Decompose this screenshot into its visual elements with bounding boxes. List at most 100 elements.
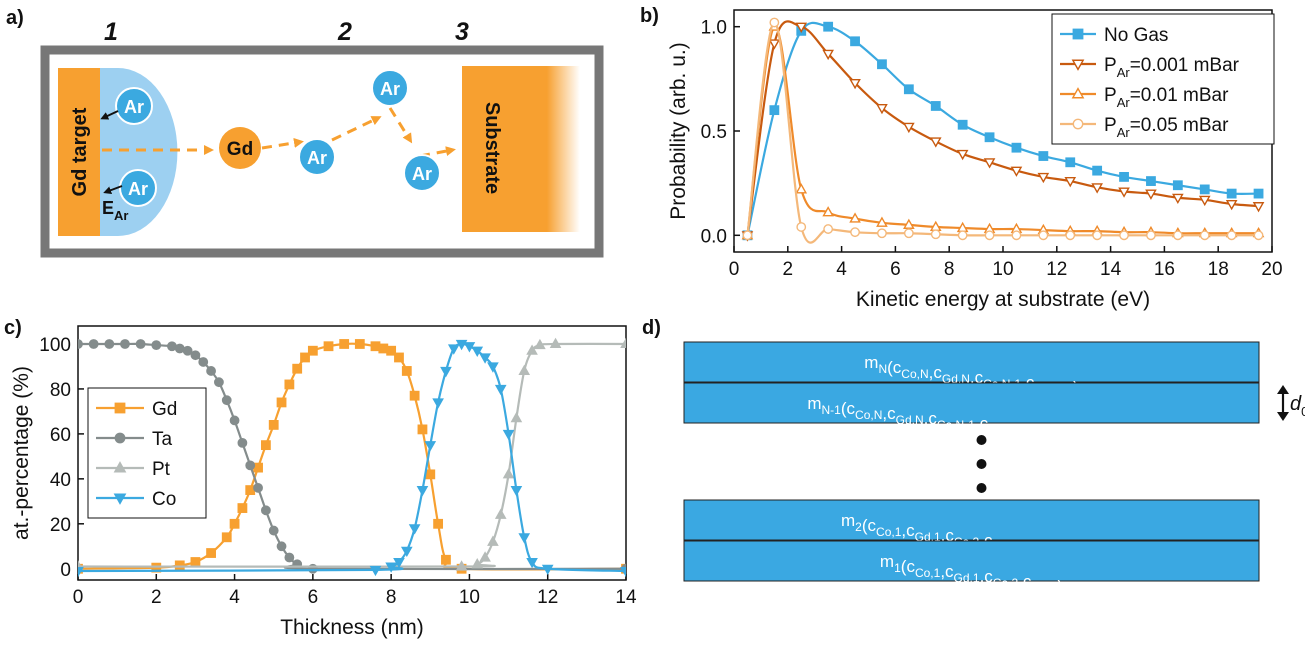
layer-label-2-base-8: c [906,521,915,540]
point-P_Ar=0.05 mBar-15 [1146,230,1156,241]
point-Gd-23 [394,352,404,363]
x-axis-label: Thickness (nm) [280,616,424,639]
legend-main-Pt: Pt [152,459,171,480]
legend-main-P_Ar=0.01 mBar: P [1104,85,1117,106]
point-Ta-19 [268,525,279,536]
ellipsis-dot-1 [976,459,987,469]
point-No Gas-7 [930,101,941,111]
legend-marker-P_Ar=0.01 mBar [1071,87,1085,99]
point-Pt-9 [526,344,538,355]
substrate [462,66,580,232]
point-No Gas-9 [984,132,995,143]
point-Gd-15 [300,352,310,363]
layer-label-1: mN-1(cCo,N,cGd,N,cCo,N-1,cGd,N-1,cCo,N-2… [807,394,1135,448]
thickness-arrow-up [1277,385,1289,394]
layer-label-1-base-4: c [847,399,856,418]
point-No Gas-16 [1172,180,1183,191]
point-Ta-8 [182,345,193,356]
point-Co-14 [479,353,491,364]
point-P_Ar=0.001 mBar-5 [876,103,888,115]
layer-label-3-sub-9: Gd,1 [954,571,980,585]
layer-label-3-sub-17: Gd,2 [1031,581,1057,595]
x-tick-label-4: 8 [386,587,397,608]
target-label: Gd target [69,107,91,196]
gd-atom [219,127,261,169]
point-Co-3 [393,557,405,569]
point-Ta-16 [245,460,256,471]
y-tick-label-0: 0 [60,560,71,581]
thickness-label: d0 [1290,393,1305,419]
point-Ta-20 [276,541,287,552]
point-Pt-1 [455,560,468,571]
layer-label-2-base-4: c [868,516,877,535]
thickness-arrow-down [1277,412,1289,421]
point-Ta-18 [260,505,271,516]
point-Gd-4 [206,548,216,558]
point-P_Ar=0.001 mBar-12 [1064,177,1077,188]
layer-label-0-base-8: c [933,363,942,382]
point-Gd-13 [284,379,295,390]
layer-label-0-base-0: m [864,353,878,372]
layer-label-3-base-16: c [1023,572,1032,591]
layer-label-1-txt-11: , [924,409,929,428]
layer-1 [683,382,1260,424]
point-Co-21 [541,564,554,576]
point-P_Ar=0.05 mBar-14 [1119,230,1129,241]
point-Gd-2 [174,560,185,571]
point-Co-8 [432,398,444,409]
point-Gd-18 [339,339,350,349]
legend-marker-P_Ar=0.001 mBar [1071,59,1085,71]
layer-label-3-txt-7: , [940,562,945,581]
point-Gd-26 [417,424,428,435]
x-tick-label-7: 14 [615,587,637,608]
legend-box [1051,13,1275,145]
thickness-main: d [1290,393,1302,415]
legend-box [87,387,207,519]
layer-label-1-sub-9: Gd,N [896,413,924,427]
point-P_Ar=0.05 mBar-18 [1226,230,1237,241]
legend-sub-P_Ar=0.001 mBar: Ar [1117,65,1131,80]
panel-c-label: c) [4,317,22,339]
layer-label-1-sub-1: N-1 [822,403,842,417]
layer-label-0-txt-7: , [929,363,934,382]
point-Gd-10 [260,440,271,451]
point-Co-6 [416,486,429,497]
legend-main-Ta: Ta [152,429,173,450]
panel-d-layer-stack: d) mN(cCo,N,cGd,N,cCo,N-1,cGd,N-1)mN-1(c… [642,317,1305,596]
step-label-1: 1 [104,18,118,46]
point-Ta-4 [135,339,146,349]
point-P_Ar=0.05 mBar-2 [796,222,807,232]
legend-main-Co: Co [152,489,176,510]
point-Gd-22 [386,345,397,356]
point-Ta-12 [214,377,224,388]
y-axis-label: Probability (arb. u.) [667,42,690,219]
point-P_Ar=0.001 mBar-4 [849,78,861,90]
x-tick-label-10: 20 [1261,259,1282,280]
legend-label-P_Ar=0.001 mBar: PAr=0.001 mBar [1104,55,1240,80]
legend-label-No Gas: No Gas [1104,25,1168,46]
point-Ta-5 [151,340,162,351]
ar-ion-1-label: Ar [124,97,144,117]
panel-c-chart: c) 0 2 4 6 8 10 12 14 0 20 40 60 80 100 Thickness (nm)… [4,317,637,639]
legend-main-P_Ar=0.001 mBar: P [1104,55,1117,76]
ar-gas-2 [371,69,409,107]
point-Gd-29 [441,554,451,565]
layer-label-1-txt-23: , [1078,424,1083,443]
point-No Gas-15 [1146,176,1156,186]
layer-2 [683,499,1260,541]
point-Pt-7 [510,411,523,423]
point-P_Ar=0.05 mBar-7 [930,229,941,240]
chart-c-frame [77,325,627,581]
legend-marker-Ta [114,432,126,444]
point-Co-9 [440,366,452,378]
step-label-3: 3 [455,18,469,46]
point-Pt-10 [534,338,546,350]
thickness-sub: 0 [1301,404,1305,419]
x-tick-label-6: 12 [537,587,558,608]
point-Pt-3 [479,551,491,562]
layer-label-1-txt-3: ( [841,399,847,418]
layer-label-2-txt-3: ( [862,516,868,535]
point-Ta-1 [88,339,99,349]
point-P_Ar=0.05 mBar-5 [877,228,887,239]
legend-label-Pt: Pt [152,459,171,480]
